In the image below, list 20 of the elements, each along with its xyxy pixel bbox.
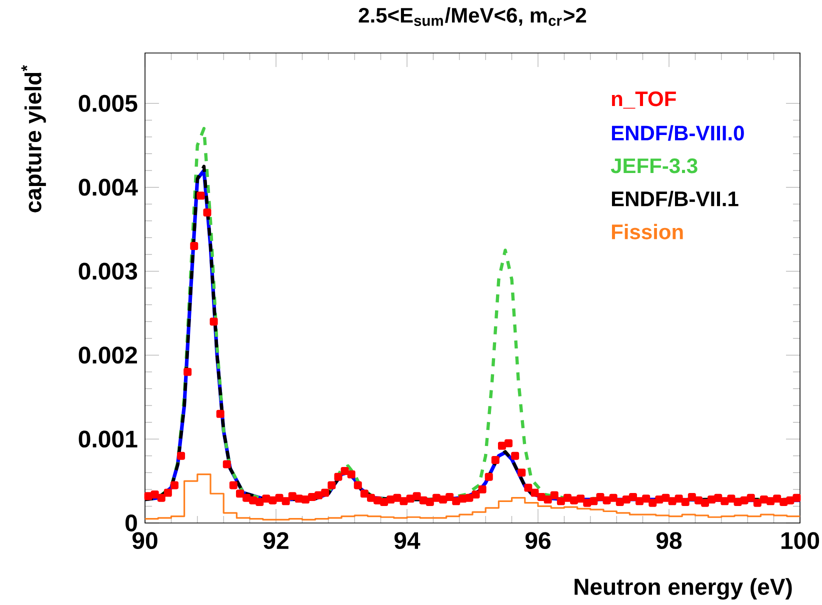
y-tick-label: 0.003 [78, 262, 138, 280]
chart-title: 2.5<E$_{sum}$/MeV<6, m$_{cr}$>2 [358, 7, 586, 26]
text: JEFF-3.3 [610, 158, 698, 174]
x-tick-label: 92 [264, 532, 288, 550]
x-tick-label: 96 [526, 532, 550, 550]
text: n_TOF [612, 91, 676, 109]
text: ENDF/B-VII.1 [612, 190, 738, 207]
x-tick-label: 94 [394, 532, 420, 550]
x-tick-label: 90 [132, 532, 158, 550]
y-axis-title: capture yield$^{*}$ [21, 65, 46, 212]
y-tick-label: 0.004 [78, 178, 138, 196]
x-axis-title: Neutron energy (eV) [574, 578, 792, 600]
text: ENDF/B-VIII.0 [612, 125, 744, 141]
y-tick-label: 0.005 [78, 94, 138, 112]
x-tick-label: 98 [656, 532, 682, 550]
y-tick-label: 0 [126, 514, 137, 532]
y-tick-label: 0.001 [78, 430, 138, 448]
text: Fission [612, 224, 683, 240]
x-tick-label: 100 [781, 532, 820, 550]
y-tick-label: 0.002 [78, 346, 137, 364]
